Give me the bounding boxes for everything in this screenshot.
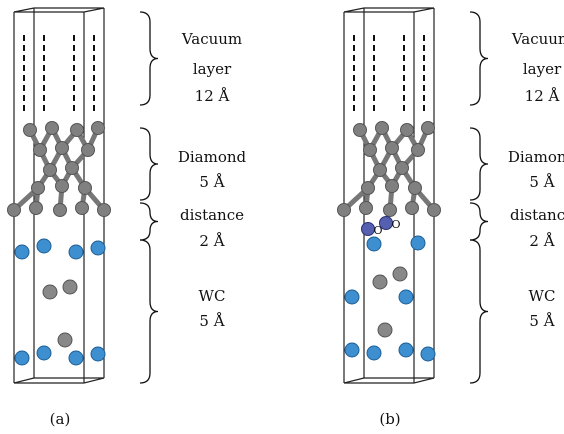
layer-label: 2 Å bbox=[529, 232, 554, 250]
panel-caption: (a) bbox=[50, 410, 71, 428]
tungsten-atom bbox=[15, 245, 29, 259]
carbon-atom bbox=[386, 142, 399, 155]
layer-label: distance bbox=[510, 206, 564, 224]
carbon-atom bbox=[362, 182, 375, 195]
layer-label: WC bbox=[529, 287, 556, 305]
carbon-atom bbox=[24, 124, 37, 137]
tungsten-atom bbox=[411, 236, 425, 250]
carbon-atom bbox=[401, 124, 414, 137]
tungsten-atom bbox=[345, 343, 359, 357]
carbon-atom bbox=[43, 285, 57, 299]
carbon-atom bbox=[76, 202, 89, 215]
carbon-atom bbox=[8, 204, 21, 217]
carbon-atom bbox=[56, 142, 69, 155]
tungsten-atom bbox=[91, 347, 105, 361]
cell-edge bbox=[84, 378, 104, 383]
structure-panel bbox=[8, 8, 111, 383]
carbon-atom bbox=[56, 180, 69, 193]
layer-label: 5 Å bbox=[529, 173, 554, 191]
carbon-atom bbox=[376, 122, 389, 135]
layer-label: Vacuum bbox=[181, 30, 242, 48]
figure: Vacuum layer 12 Å Diamond 5 Å distance 2 Å WC 5 … bbox=[0, 0, 564, 434]
carbon-atom bbox=[354, 124, 367, 137]
layer-label: 12 Å bbox=[525, 87, 560, 105]
layer-label: 5 Å bbox=[199, 312, 224, 330]
tungsten-atom bbox=[345, 290, 359, 304]
carbon-atom bbox=[79, 182, 92, 195]
tungsten-atom bbox=[399, 343, 413, 357]
tungsten-atom bbox=[37, 346, 51, 360]
layer-label: 5 Å bbox=[529, 312, 554, 330]
layer-label: 5 Å bbox=[199, 173, 224, 191]
carbon-atom bbox=[396, 162, 409, 175]
carbon-atom bbox=[32, 182, 45, 195]
carbon-atom bbox=[71, 124, 84, 137]
brace bbox=[140, 240, 158, 383]
carbon-atom bbox=[30, 202, 43, 215]
carbon-atom bbox=[384, 204, 397, 217]
brace bbox=[470, 128, 488, 200]
tungsten-atom bbox=[367, 237, 381, 251]
brace bbox=[470, 240, 488, 383]
brace bbox=[470, 12, 488, 105]
tungsten-atom bbox=[69, 351, 83, 365]
carbon-atom bbox=[378, 323, 392, 337]
carbon-atom bbox=[54, 204, 67, 217]
layer-label: Diamond bbox=[508, 148, 564, 166]
carbon-atom bbox=[63, 280, 77, 294]
tungsten-atom bbox=[91, 241, 105, 255]
atom-label: O bbox=[391, 218, 400, 231]
carbon-atom bbox=[364, 144, 377, 157]
layer-label: distance bbox=[180, 206, 244, 224]
carbon-atom bbox=[338, 204, 351, 217]
carbon-atom bbox=[393, 267, 407, 281]
carbon-atom bbox=[98, 204, 111, 217]
carbon-atom bbox=[82, 144, 95, 157]
cell-edge bbox=[414, 378, 434, 383]
layer-label: 12 Å bbox=[195, 87, 230, 105]
tungsten-atom bbox=[367, 346, 381, 360]
layer-label: Vacuum bbox=[511, 30, 564, 48]
carbon-atom bbox=[406, 202, 419, 215]
layer-label: Diamond bbox=[178, 148, 247, 166]
carbon-atom bbox=[46, 122, 59, 135]
carbon-atom bbox=[58, 333, 72, 347]
brace bbox=[140, 12, 158, 105]
layer-label: layer bbox=[523, 60, 562, 78]
carbon-atom bbox=[374, 164, 387, 177]
tungsten-atom bbox=[37, 239, 51, 253]
carbon-atom bbox=[386, 180, 399, 193]
brace bbox=[140, 203, 158, 240]
carbon-atom bbox=[422, 122, 435, 135]
carbon-atom bbox=[428, 204, 441, 217]
carbon-atom bbox=[412, 144, 425, 157]
brace bbox=[470, 203, 488, 240]
carbon-atom bbox=[360, 202, 373, 215]
cell-edge bbox=[344, 378, 364, 383]
layer-label: WC bbox=[199, 287, 226, 305]
carbon-atom bbox=[92, 122, 105, 135]
cell-edge bbox=[14, 378, 34, 383]
carbon-atom bbox=[34, 144, 47, 157]
panel-caption: (b) bbox=[379, 410, 400, 428]
layer-label: 2 Å bbox=[199, 232, 224, 250]
tungsten-atom bbox=[69, 245, 83, 259]
carbon-atom bbox=[44, 164, 57, 177]
tungsten-atom bbox=[15, 351, 29, 365]
tungsten-atom bbox=[421, 347, 435, 361]
carbon-atom bbox=[373, 275, 387, 289]
carbon-atom bbox=[409, 182, 422, 195]
layer-label: layer bbox=[193, 60, 232, 78]
brace bbox=[140, 128, 158, 200]
carbon-atom bbox=[66, 162, 79, 175]
tungsten-atom bbox=[399, 290, 413, 304]
